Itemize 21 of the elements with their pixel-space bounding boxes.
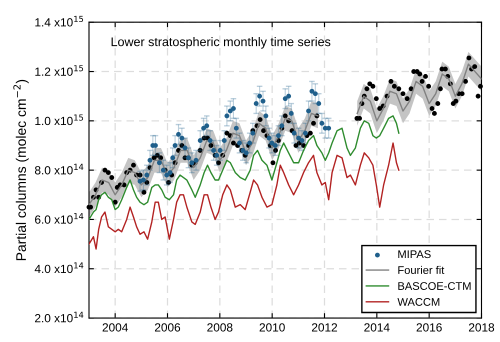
legend-label: Fourier fit (398, 266, 444, 274)
y-tick-label: 1.4 x10$^{15}$ (35, 16, 84, 27)
legend-label: WACCM (397, 298, 440, 306)
y-tick-label: 8.0 x10$^{14}$ (34, 164, 84, 174)
y-tick-label: 1.0 x10$^{15}$ (35, 114, 84, 126)
y-tick-label: 6.0 x10$^{14}$ (35, 213, 84, 224)
x-tick-label: 2010 (260, 323, 285, 332)
x-tick-label: 2008 (207, 323, 232, 332)
x-tick-label: 2016 (416, 323, 442, 332)
legend-label: BASCOE-CTM (398, 282, 471, 290)
x-tick-label: 2004 (102, 323, 128, 332)
y-tick-label: 4.0 x10$^{14}$ (34, 262, 84, 274)
x-tick-label: 2014 (364, 323, 390, 332)
legend-label: MIPAS (398, 250, 431, 258)
y-tick-label: 1.2 x10$^{15}$ (35, 65, 84, 76)
text: Lower stratospheric monthly time series (112, 37, 330, 49)
y-tick-label: 2.0 x10$^{14}$ (35, 312, 84, 322)
x-tick-label: 2006 (154, 323, 180, 332)
x-tick-label: 2018 (468, 323, 494, 332)
x-tick-label: 2012 (312, 323, 338, 332)
y-axis-title: Partial columns (molec cm$^{−2}$) (13, 80, 29, 260)
